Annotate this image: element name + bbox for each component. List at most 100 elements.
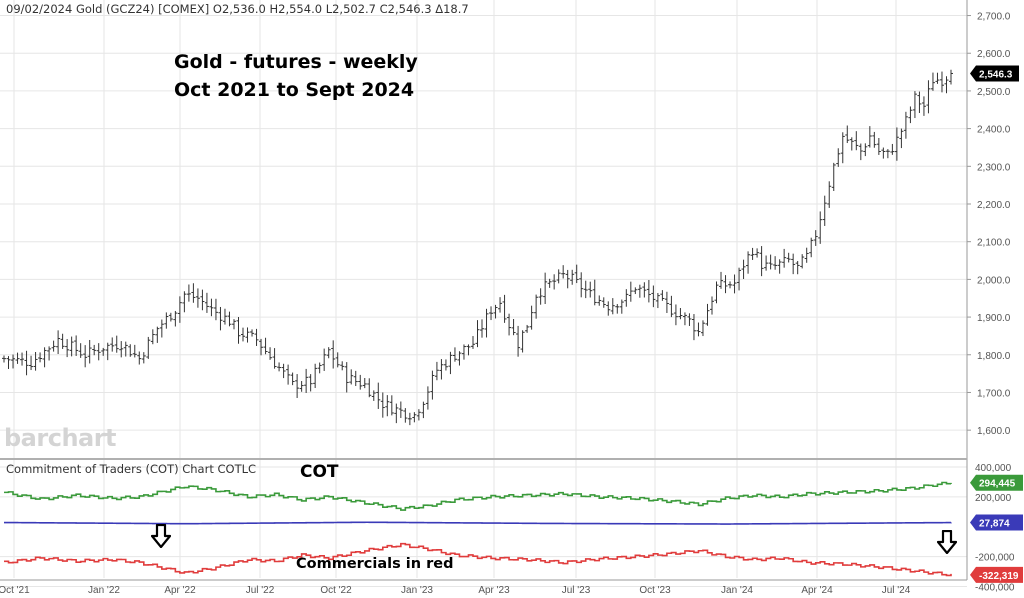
price-bar <box>380 392 385 418</box>
price-bar <box>935 72 940 84</box>
price-bar <box>371 390 376 401</box>
price-bar <box>407 412 412 426</box>
price-bar <box>141 352 146 364</box>
y-tick-label: -200,000 <box>975 553 1015 564</box>
price-bar <box>777 259 782 274</box>
price-bar <box>737 267 742 291</box>
price-bar <box>137 351 142 365</box>
price-bar <box>92 344 97 356</box>
price-bar <box>209 298 214 317</box>
price-bar <box>570 269 575 285</box>
price-bar <box>128 344 133 357</box>
x-tick-label: Oct '23 <box>639 585 671 596</box>
price-bar <box>191 283 196 303</box>
price-bar <box>583 280 588 299</box>
y-tick-label: 1,700.0 <box>977 388 1011 399</box>
price-bar <box>290 372 295 386</box>
price-bar <box>700 320 705 337</box>
price-bar <box>96 343 101 361</box>
y-tick-label: 2,500.0 <box>977 87 1011 98</box>
price-bar <box>881 147 886 159</box>
annotation-line-2: Oct 2021 to Sept 2024 <box>174 79 415 101</box>
price-bar <box>195 288 200 308</box>
price-bar <box>669 295 674 318</box>
price-bar <box>29 355 34 371</box>
price-bar <box>349 369 354 385</box>
price-bar <box>764 255 769 271</box>
price-bar <box>331 340 336 369</box>
price-bar <box>47 346 52 361</box>
price-bar <box>921 96 926 116</box>
y-tick-label: 2,200.0 <box>977 200 1011 211</box>
price-bar <box>903 111 908 139</box>
price-bar <box>831 162 836 191</box>
price-bar <box>164 312 169 329</box>
y-tick-label: 2,600.0 <box>977 49 1011 60</box>
price-bar <box>520 330 525 353</box>
price-bar <box>24 350 29 376</box>
price-bar <box>200 289 205 311</box>
price-bar <box>132 344 137 358</box>
price-bar <box>651 285 656 308</box>
last-price-badge <box>970 65 1019 82</box>
price-bar <box>394 403 399 424</box>
price-bar <box>782 248 787 268</box>
price-bar <box>470 336 475 349</box>
price-bar <box>538 288 543 305</box>
price-bar <box>849 137 854 151</box>
price-bar <box>150 329 155 345</box>
price-bar <box>11 354 16 369</box>
price-bar <box>119 341 124 358</box>
last-price-label: 2,546.3 <box>979 69 1013 80</box>
price-bar <box>678 308 683 320</box>
price-bar <box>795 260 800 275</box>
x-tick-label: Apr '22 <box>164 585 196 596</box>
price-bar <box>854 131 859 151</box>
price-bar <box>353 370 358 387</box>
price-bar <box>74 335 79 356</box>
price-bar <box>682 312 687 326</box>
price-bar <box>516 325 521 357</box>
price-bar <box>637 284 642 298</box>
price-bar <box>430 370 435 400</box>
price-bar <box>389 395 394 416</box>
price-bar <box>42 347 47 368</box>
cot-value-badge <box>970 474 1023 491</box>
price-bar <box>304 368 309 393</box>
price-bar <box>912 91 917 119</box>
price-bar <box>263 337 268 355</box>
price-bar <box>673 304 678 326</box>
price-bar <box>412 412 417 423</box>
price-bar <box>78 343 83 358</box>
price-bar <box>398 401 403 418</box>
price-bar <box>83 345 88 368</box>
price-bar <box>660 290 665 301</box>
price-bar <box>804 247 809 263</box>
price-bar <box>543 272 548 305</box>
price-bar <box>714 281 719 304</box>
price-bar <box>606 301 611 316</box>
price-bar <box>101 347 106 356</box>
price-bar <box>917 91 922 113</box>
price-bar <box>863 143 868 157</box>
price-bar <box>696 322 701 337</box>
price-bar <box>728 281 733 289</box>
price-bar <box>759 246 764 277</box>
barchart-logo: barchart <box>4 424 117 452</box>
price-bar <box>51 340 56 352</box>
cot-series-line <box>4 542 952 577</box>
price-bar <box>746 251 751 274</box>
price-bar <box>114 335 119 353</box>
price-bar <box>403 408 408 423</box>
price-bar <box>105 342 110 361</box>
y-tick-label: 1,600.0 <box>977 426 1011 437</box>
price-bar <box>110 337 115 352</box>
cot-series-line <box>4 481 952 511</box>
price-bar <box>601 297 606 308</box>
price-bar <box>452 347 457 362</box>
annotation-line-1: Gold - futures - weekly <box>174 51 418 73</box>
price-bar <box>615 304 620 314</box>
price-bar <box>534 294 539 319</box>
price-bar <box>335 352 340 368</box>
price-bar <box>511 319 516 336</box>
